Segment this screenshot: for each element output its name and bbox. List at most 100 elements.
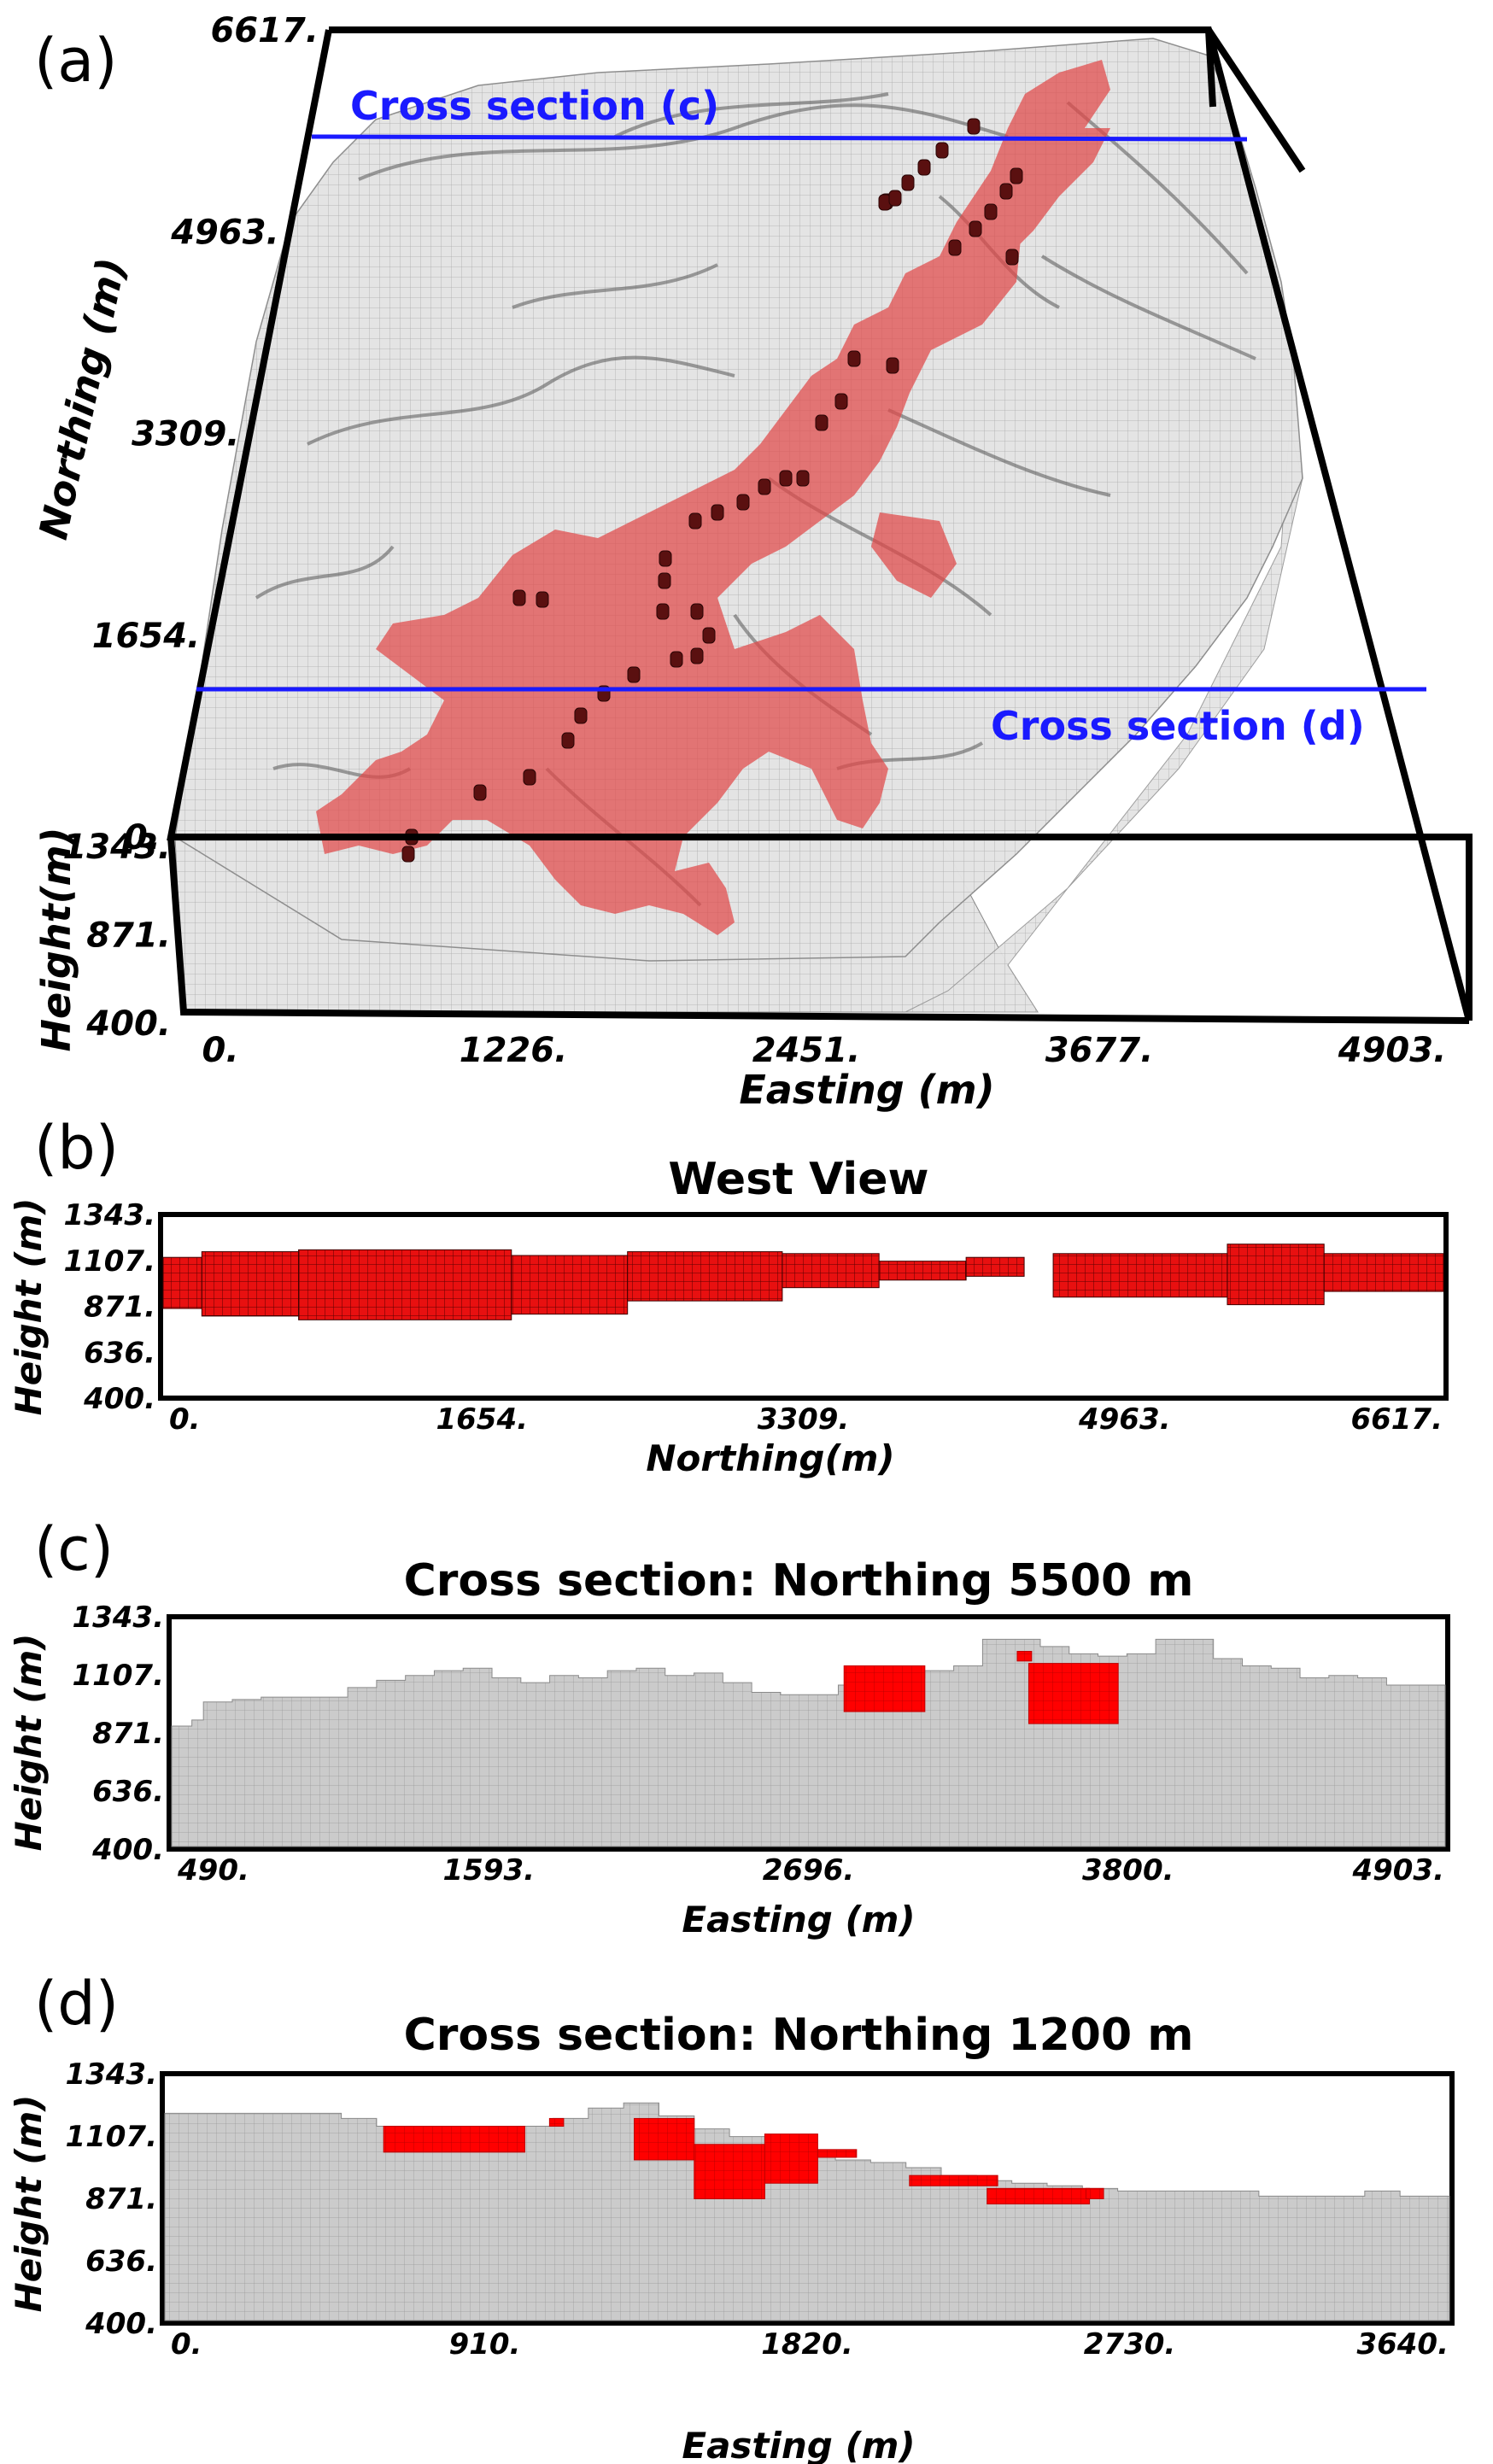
well-marker bbox=[834, 393, 848, 410]
easting-tick: 3677. bbox=[1045, 1031, 1154, 1070]
well-marker bbox=[536, 591, 549, 608]
panel-c-x-tick: 3800. bbox=[1082, 1853, 1174, 1888]
panel-b-west-view: (b) West View 0. 1654. 3309. 4963. 6617. 400… bbox=[8, 1113, 1449, 1479]
panel-d-y-tick: 400. bbox=[85, 2307, 157, 2341]
well-marker bbox=[969, 220, 982, 237]
well-marker bbox=[512, 589, 526, 606]
well-marker bbox=[779, 470, 793, 487]
panel-b-title: West View bbox=[668, 1154, 928, 1205]
panel-c-x-tick: 2696. bbox=[763, 1853, 855, 1888]
panel-b-y-axis-label: Height (m) bbox=[8, 1198, 50, 1416]
west-view-cell-block bbox=[511, 1255, 629, 1315]
west-view-cell-block bbox=[965, 1256, 1025, 1277]
panel-d-x-tick: 2730. bbox=[1084, 2327, 1176, 2362]
west-view-cell-block bbox=[627, 1251, 783, 1302]
panel-b-y-tick: 871. bbox=[84, 1291, 155, 1325]
easting-tick: 4903. bbox=[1338, 1031, 1447, 1070]
panel-b-y-tick: 1343. bbox=[63, 1198, 155, 1232]
well-marker bbox=[847, 350, 861, 367]
panel-d-x-tick: 910. bbox=[449, 2327, 521, 2362]
panel-d-ore-body bbox=[987, 2187, 1091, 2205]
panel-c-ore-body bbox=[1016, 1651, 1033, 1662]
well-marker bbox=[935, 142, 949, 159]
well-marker bbox=[917, 159, 931, 176]
well-marker bbox=[967, 118, 981, 135]
well-marker bbox=[796, 470, 810, 487]
well-markers bbox=[401, 118, 1023, 863]
panel-c-ore-body bbox=[1028, 1663, 1119, 1724]
well-marker bbox=[690, 603, 704, 620]
panel-b-x-tick: 6617. bbox=[1350, 1402, 1443, 1437]
easting-tick: 2451. bbox=[752, 1031, 861, 1070]
panel-d-title: Cross section: Northing 1200 m bbox=[404, 2010, 1194, 2061]
panel-d-x-tick: 1820. bbox=[761, 2327, 853, 2362]
panel-d-cross-section: (d) Cross section: Northing 1200 m 0. 910… bbox=[8, 1969, 1455, 2464]
ore-body bbox=[316, 60, 1110, 935]
panel-d-y-tick: 871. bbox=[85, 2182, 157, 2216]
height-tick-labels: 400. 871. 1343. bbox=[62, 828, 171, 1044]
panel-b-x-axis-label: Northing(m) bbox=[646, 1437, 894, 1479]
west-view-cell-block bbox=[162, 1256, 202, 1309]
height-tick: 1343. bbox=[62, 828, 171, 867]
well-marker bbox=[888, 190, 902, 207]
panel-c-y-tick: 1107. bbox=[72, 1659, 164, 1693]
panel-a-3d-view: (a) bbox=[30, 11, 1473, 1113]
northing-axis-label: Northing (m) bbox=[30, 254, 134, 543]
panel-c-x-axis-label: Easting (m) bbox=[682, 1899, 915, 1940]
panel-d-y-axis-label: Height (m) bbox=[8, 2095, 50, 2313]
well-marker bbox=[736, 494, 750, 511]
cross-section-c-label: Cross section (c) bbox=[350, 83, 719, 129]
easting-tick: 0. bbox=[202, 1031, 238, 1070]
panel-c-y-tick: 1343. bbox=[72, 1601, 164, 1635]
panel-d-x-tick: 0. bbox=[171, 2327, 202, 2362]
panel-d-y-tick: 1343. bbox=[65, 2057, 157, 2092]
panel-c-x-tick: 4903. bbox=[1351, 1853, 1444, 1888]
panel-d-y-tick: 636. bbox=[85, 2245, 157, 2279]
well-marker bbox=[670, 651, 683, 668]
easting-tick: 1226. bbox=[460, 1031, 568, 1070]
well-marker bbox=[523, 769, 536, 786]
northing-tick-labels: 0. 1654. 3309. 4963. 6617. bbox=[92, 11, 319, 857]
panel-d-ore-body bbox=[817, 2149, 858, 2158]
panel-d-x-tick: 3640. bbox=[1356, 2327, 1449, 2362]
well-marker bbox=[901, 174, 915, 191]
panel-d-ore-body bbox=[548, 2117, 565, 2127]
panel-c-x-tick: 490. bbox=[177, 1853, 249, 1888]
well-marker bbox=[574, 707, 588, 724]
panel-d-ore-body bbox=[383, 2126, 525, 2153]
well-marker bbox=[1005, 249, 1019, 266]
panel-d-cells bbox=[164, 2102, 1450, 2321]
well-marker bbox=[711, 504, 724, 521]
panel-d-ore-body bbox=[909, 2174, 998, 2186]
well-marker bbox=[758, 478, 771, 495]
northing-tick: 6617. bbox=[210, 11, 319, 50]
well-marker bbox=[999, 183, 1013, 200]
panel-d-ore-body bbox=[1085, 2187, 1104, 2199]
panel-c-y-tick: 871. bbox=[92, 1717, 164, 1751]
panel-d-label: (d) bbox=[34, 1969, 119, 2039]
panel-c-cells bbox=[171, 1638, 1446, 1847]
panel-b-x-tick: 3309. bbox=[758, 1402, 850, 1437]
panel-c-title: Cross section: Northing 5500 m bbox=[404, 1555, 1194, 1607]
panel-d-y-tick: 1107. bbox=[65, 2120, 157, 2154]
panel-b-x-tick: 1654. bbox=[436, 1402, 528, 1437]
panel-c-y-tick-labels: 400. 636. 871. 1107. 1343. bbox=[72, 1601, 164, 1867]
panel-b-y-tick: 1107. bbox=[63, 1244, 155, 1279]
panel-c-terrain bbox=[171, 1638, 1446, 1847]
well-marker bbox=[658, 572, 671, 589]
well-marker bbox=[688, 512, 702, 530]
well-marker bbox=[401, 846, 415, 863]
cross-section-line-c bbox=[311, 134, 1248, 142]
west-view-cell-block bbox=[298, 1249, 512, 1320]
panel-c-y-axis-label: Height (m) bbox=[8, 1634, 50, 1852]
panel-c-x-tick: 1593. bbox=[442, 1853, 535, 1888]
panel-b-y-tick-labels: 400. 636. 871. 1107. 1343. bbox=[63, 1198, 155, 1416]
well-marker bbox=[561, 732, 575, 749]
panel-b-x-tick-labels: 0. 1654. 3309. 4963. 6617. bbox=[169, 1402, 1443, 1437]
cross-section-d-label: Cross section (d) bbox=[991, 703, 1365, 749]
northing-tick: 4963. bbox=[170, 213, 279, 252]
well-marker bbox=[948, 239, 962, 256]
easting-axis-label: Easting (m) bbox=[739, 1067, 994, 1113]
panel-c-ore-body bbox=[843, 1665, 926, 1712]
